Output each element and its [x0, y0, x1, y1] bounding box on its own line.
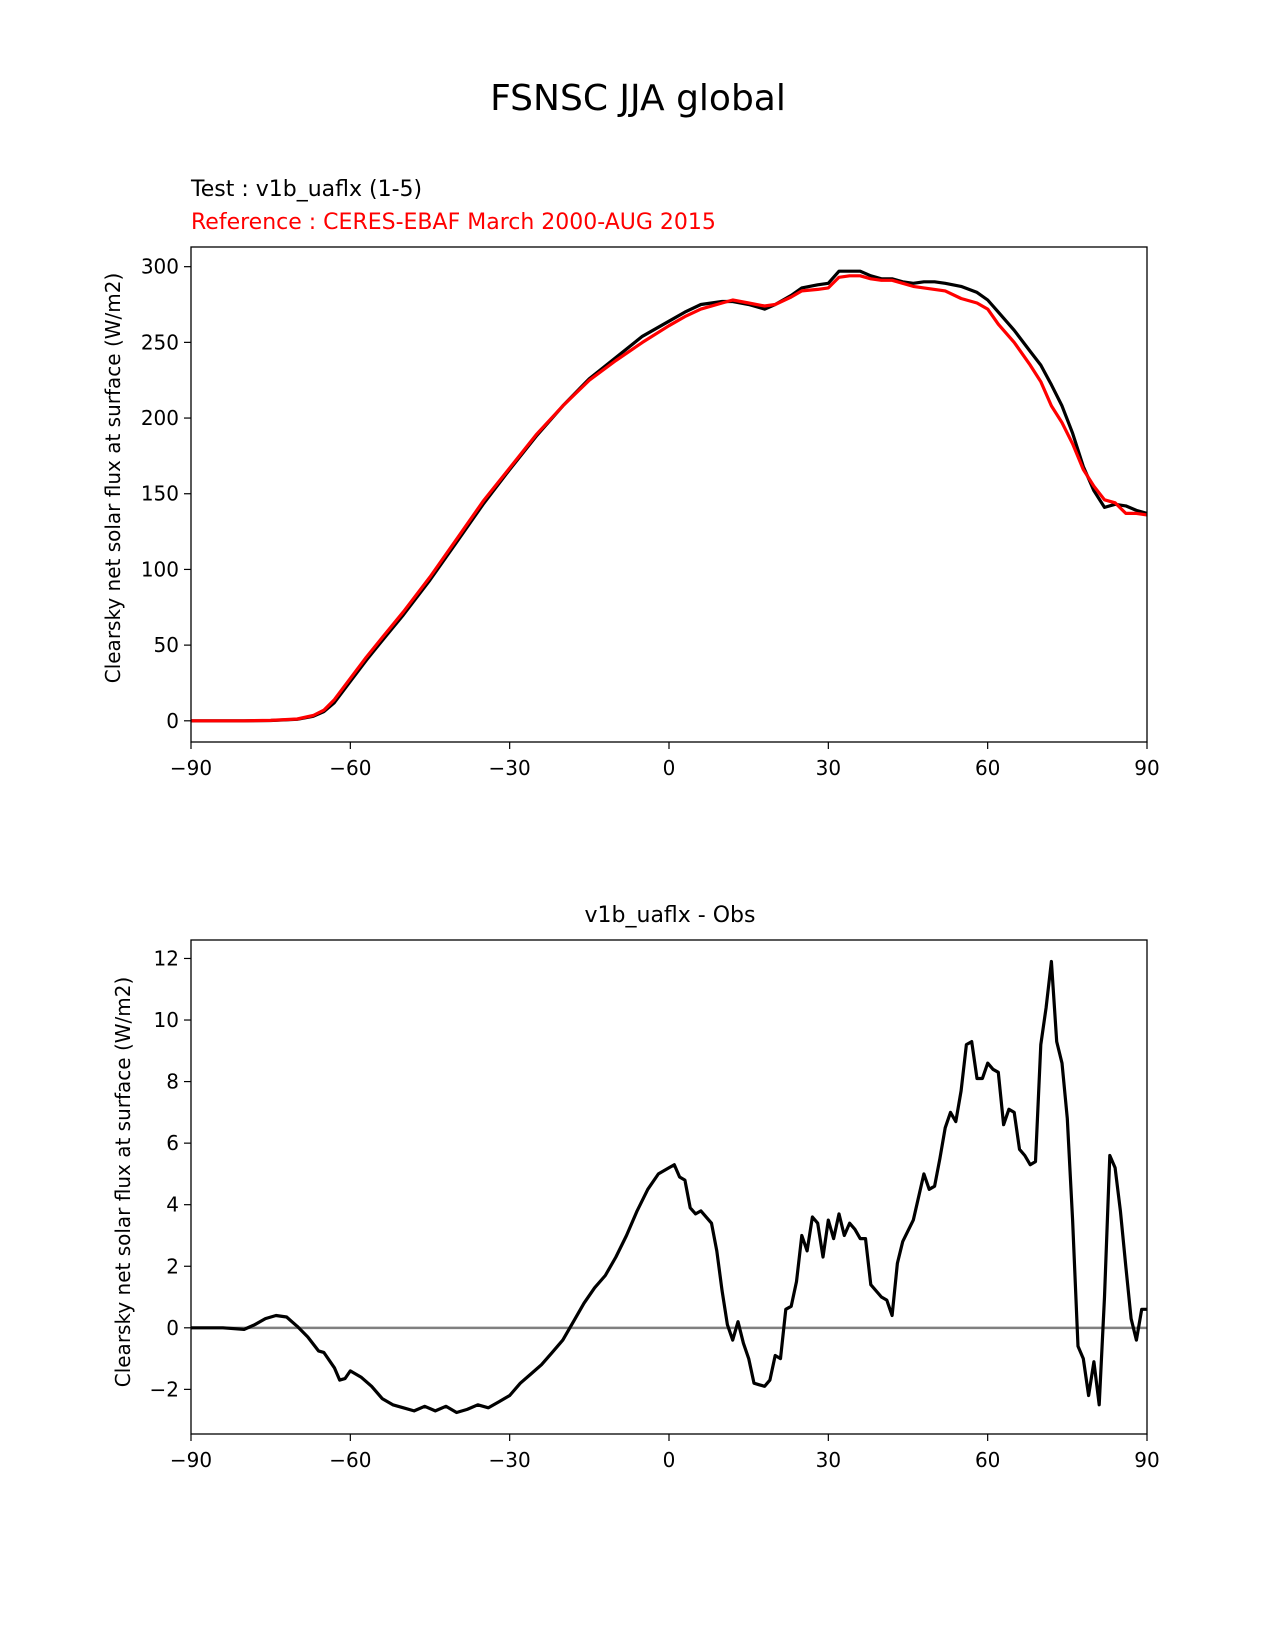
- bottom-x-tick-label: 90: [1134, 1448, 1159, 1472]
- top-series-line-0: [191, 269, 1148, 723]
- top-y-tick-label: 250: [141, 330, 179, 354]
- top-x-tick-label: 90: [1134, 756, 1159, 780]
- bottom-panel: v1b_uaflx - Obs Clearsky net solar flux …: [111, 903, 1160, 1472]
- bottom-title: v1b_uaflx - Obs: [585, 903, 756, 928]
- top-y-tick-label: 100: [141, 557, 179, 581]
- top-y-tick-label: 150: [141, 482, 179, 506]
- top-x-tick-label: −90: [170, 756, 212, 780]
- bottom-plot-area: −90 −60 −30 0 30 60 90 −2 0 2 4 6 8 10 12: [150, 939, 1160, 1472]
- top-ylabel: Clearsky net solar flux at surface (W/m2…: [101, 273, 125, 684]
- bottom-y-tick-label: 8: [166, 1070, 179, 1094]
- top-y-tick-label: 0: [166, 709, 179, 733]
- bottom-x-tick-label: 0: [663, 1448, 676, 1472]
- bottom-x-tick-label: 30: [816, 1448, 841, 1472]
- bottom-x-tick-label: 60: [975, 1448, 1000, 1472]
- figure-title: FSNSC JJA global: [490, 78, 786, 119]
- bottom-y-tick-label: 2: [166, 1254, 179, 1278]
- bottom-y-tick-label: 4: [166, 1193, 179, 1217]
- bottom-series-line-0: [191, 959, 1147, 1415]
- top-y-tick-label: 300: [141, 255, 179, 279]
- bottom-x-tick-label: −90: [170, 1448, 212, 1472]
- top-x-tick-label: 30: [816, 756, 841, 780]
- top-series-line-1: [191, 274, 1148, 723]
- top-y-tick-label: 50: [154, 633, 179, 657]
- bottom-y-tick-label: 0: [166, 1316, 179, 1340]
- top-panel: Test : v1b_uaflx (1-5) Reference : CERES…: [101, 177, 1160, 780]
- bottom-x-tick-label: −60: [329, 1448, 371, 1472]
- top-x-tick-label: 0: [663, 756, 676, 780]
- bottom-axes-frame: [190, 939, 1148, 1435]
- top-x-tick-label: −60: [329, 756, 371, 780]
- bottom-y-tick-label: 10: [154, 1008, 179, 1032]
- top-x-tick-label: −30: [489, 756, 531, 780]
- bottom-y-tick-label: −2: [150, 1377, 179, 1401]
- bottom-y-tick-label: 12: [154, 946, 179, 970]
- bottom-y-tick-label: 6: [166, 1131, 179, 1155]
- top-plot-area: −90 −60 −30 0 30 60 90 0 50 100 150 200 250 300: [141, 246, 1160, 780]
- bottom-ylabel: Clearsky net solar flux at surface (W/m2…: [111, 977, 135, 1388]
- test-label: Test : v1b_uaflx (1-5): [190, 177, 422, 202]
- bottom-x-tick-label: −30: [489, 1448, 531, 1472]
- top-x-tick-label: 60: [975, 756, 1000, 780]
- top-y-tick-label: 200: [141, 406, 179, 430]
- reference-label: Reference : CERES-EBAF March 2000-AUG 20…: [191, 210, 716, 235]
